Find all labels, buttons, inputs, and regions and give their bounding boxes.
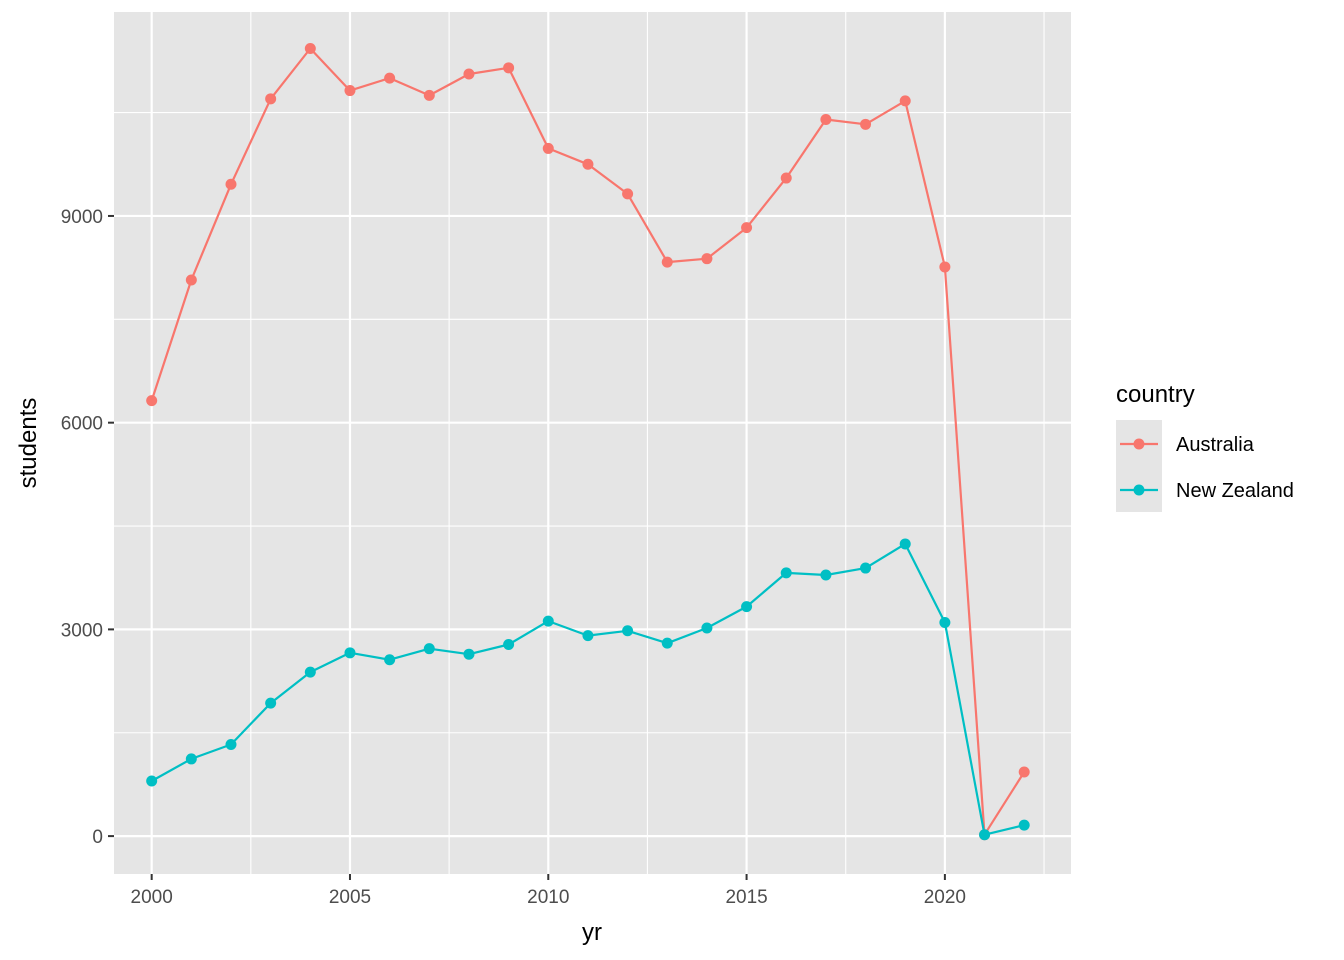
data-point-new-zealand [979, 829, 991, 841]
data-point-new-zealand [1018, 819, 1030, 831]
data-point-new-zealand [820, 569, 832, 581]
data-point-australia [622, 188, 634, 200]
data-point-australia [939, 261, 951, 273]
data-point-new-zealand [344, 647, 356, 659]
data-point-new-zealand [542, 615, 554, 627]
data-point-australia [304, 43, 316, 55]
data-point-new-zealand [503, 639, 515, 651]
data-point-new-zealand [304, 666, 316, 678]
data-point-new-zealand [146, 775, 158, 787]
legend: country Australia New Zealand [1116, 381, 1294, 512]
x-tick-label: 2010 [527, 887, 569, 908]
legend-label-new-zealand: New Zealand [1176, 480, 1294, 502]
minor-gridlines [114, 12, 1071, 874]
data-point-australia [344, 85, 356, 97]
legend-point-australia [1133, 438, 1145, 450]
data-point-australia [463, 68, 475, 80]
data-point-new-zealand [661, 637, 673, 649]
data-point-australia [860, 118, 872, 130]
series-layer [146, 43, 1030, 841]
data-point-new-zealand [741, 601, 753, 613]
x-axis-title: yr [582, 919, 602, 946]
data-point-australia [820, 113, 832, 125]
x-tick-label: 2000 [131, 887, 173, 908]
data-point-new-zealand [265, 697, 277, 709]
data-point-australia [899, 95, 911, 107]
data-point-australia [780, 172, 792, 184]
x-tick-label: 2005 [329, 887, 371, 908]
y-tick-label: 6000 [61, 414, 103, 435]
x-tick-label: 2020 [924, 887, 966, 908]
data-point-australia [265, 93, 277, 105]
data-point-new-zealand [225, 738, 237, 750]
data-point-australia [225, 178, 237, 190]
data-point-australia [701, 253, 713, 265]
data-point-australia [582, 158, 594, 170]
data-point-new-zealand [860, 562, 872, 574]
y-tick-label: 3000 [61, 620, 103, 641]
data-point-australia [384, 72, 396, 84]
legend-label-australia: Australia [1176, 434, 1255, 456]
legend-key-background [1116, 420, 1162, 512]
data-point-australia [1018, 766, 1030, 778]
major-gridlines [114, 12, 1071, 874]
y-axis-ticks: 0 3000 6000 9000 [61, 207, 114, 848]
data-point-new-zealand [701, 622, 713, 634]
x-axis-ticks: 2000 2005 2010 2015 2020 [131, 874, 966, 908]
y-tick-label: 0 [92, 827, 103, 848]
data-point-australia [185, 274, 197, 286]
data-point-new-zealand [384, 654, 396, 666]
data-point-new-zealand [899, 538, 911, 550]
data-point-australia [661, 256, 673, 268]
data-point-australia [542, 142, 554, 154]
legend-point-new-zealand [1133, 484, 1145, 496]
y-axis-title: students [15, 398, 42, 489]
data-point-new-zealand [582, 630, 594, 642]
data-point-australia [503, 62, 515, 74]
data-point-australia [146, 395, 158, 407]
legend-title: country [1116, 381, 1195, 408]
legend-items: Australia New Zealand [1116, 420, 1294, 512]
data-point-new-zealand [463, 648, 475, 660]
data-point-new-zealand [780, 567, 792, 579]
data-point-new-zealand [423, 643, 435, 655]
x-tick-label: 2015 [725, 887, 767, 908]
data-point-new-zealand [622, 625, 634, 637]
data-point-australia [741, 222, 753, 234]
data-point-australia [423, 89, 435, 101]
data-point-new-zealand [939, 616, 951, 628]
y-tick-label: 9000 [61, 207, 103, 228]
plot-panel [114, 12, 1071, 874]
data-point-new-zealand [185, 753, 197, 765]
